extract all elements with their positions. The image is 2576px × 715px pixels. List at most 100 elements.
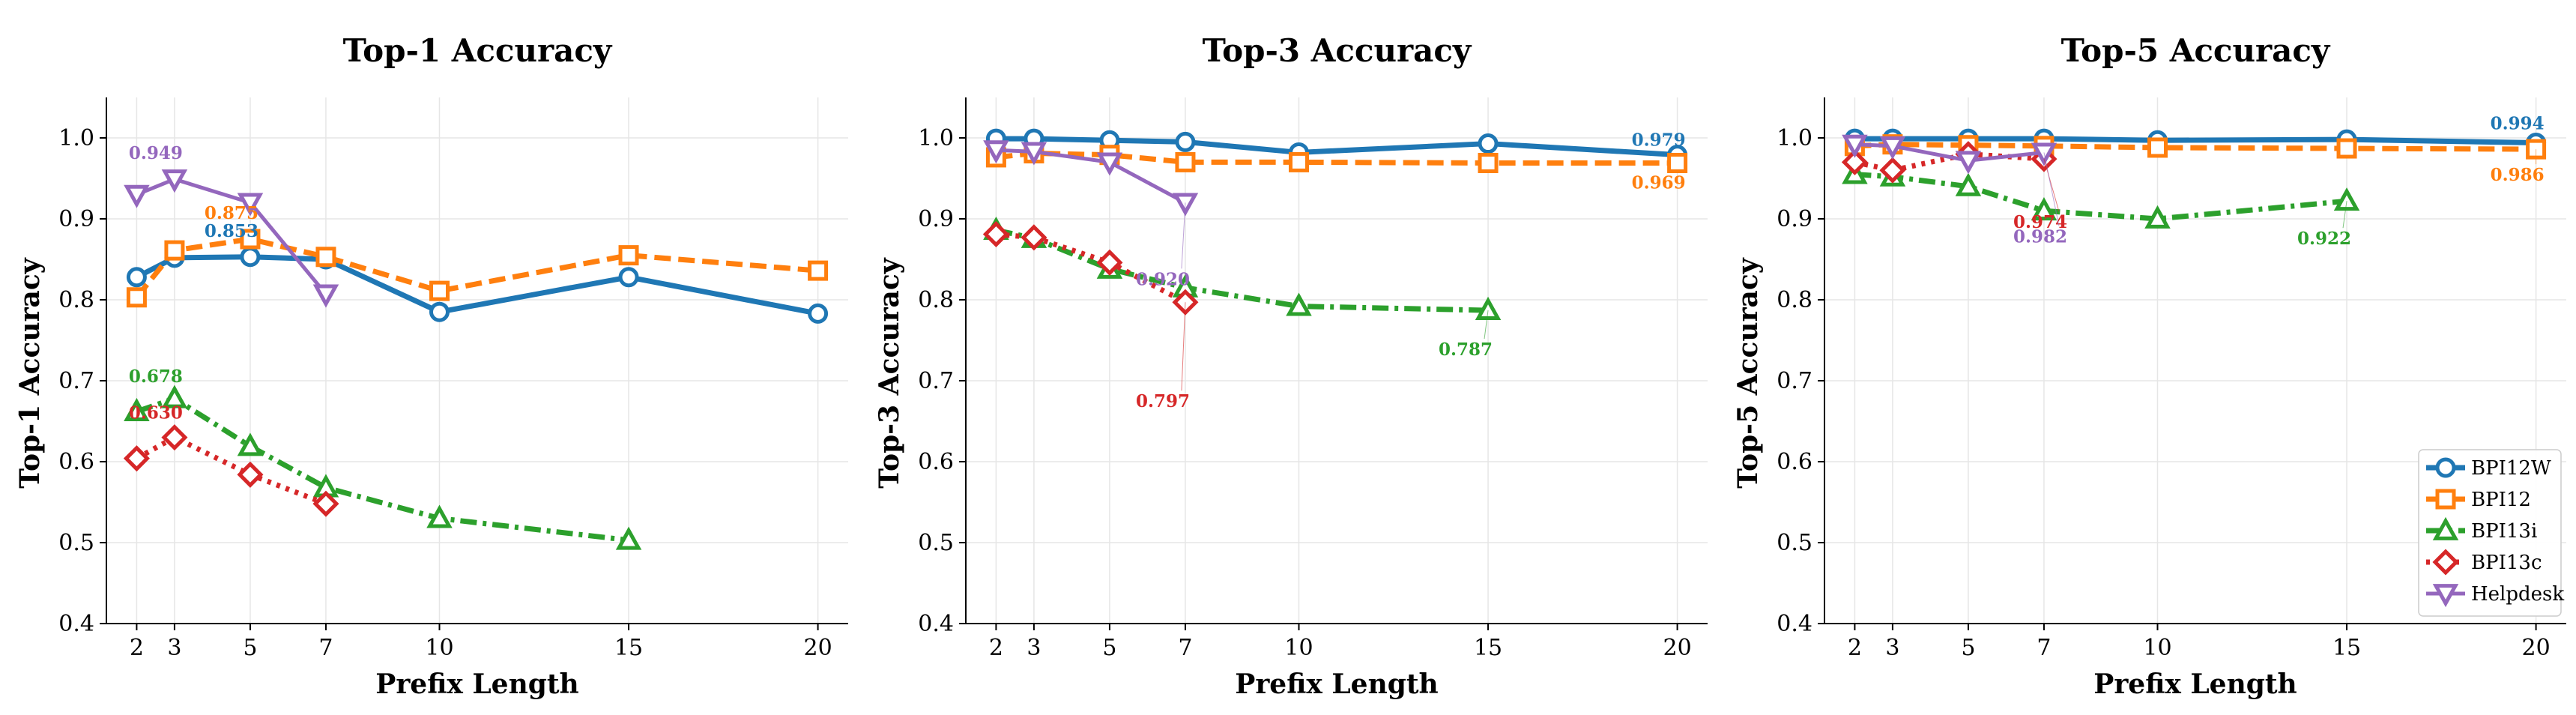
chart-title: Top-3 Accuracy bbox=[1203, 32, 1472, 69]
data-point bbox=[126, 267, 147, 288]
chart-top5: Top-5 Accuracy Prefix Length Top-5 Accur… bbox=[1732, 32, 2566, 700]
series-bpi13i bbox=[983, 216, 1502, 320]
data-point bbox=[123, 445, 150, 472]
data-point bbox=[161, 384, 188, 408]
x-axis-label: Prefix Length bbox=[375, 669, 578, 700]
x-tick-label: 15 bbox=[2332, 635, 2361, 661]
data-label: 0.920 bbox=[1136, 269, 1190, 289]
legend-label: BPI12 bbox=[2471, 489, 2531, 511]
data-point bbox=[429, 301, 450, 322]
data-point bbox=[237, 461, 264, 488]
data-label: 0.678 bbox=[129, 366, 183, 387]
series-helpdesk bbox=[983, 140, 1199, 217]
y-tick-label: 0.6 bbox=[918, 449, 954, 475]
data-point bbox=[237, 432, 264, 456]
data-point bbox=[124, 184, 150, 208]
series-line bbox=[136, 396, 629, 543]
series-line bbox=[1854, 142, 2045, 163]
series-bpi13i bbox=[1842, 160, 2360, 229]
data-point bbox=[312, 284, 339, 308]
annotation-leader bbox=[1484, 310, 1489, 340]
data-point bbox=[1955, 172, 1982, 196]
data-point bbox=[161, 169, 188, 193]
data-point bbox=[1096, 152, 1123, 176]
data-point bbox=[312, 490, 339, 517]
data-point bbox=[982, 220, 1009, 248]
y-tick-label: 0.7 bbox=[58, 368, 94, 394]
series-bpi13c bbox=[123, 424, 339, 517]
data-point bbox=[240, 229, 261, 250]
y-tick-label: 0.4 bbox=[918, 611, 954, 637]
data-point bbox=[1175, 151, 1196, 172]
series-line bbox=[1854, 136, 2536, 145]
series-line bbox=[1854, 142, 2536, 152]
data-label: 0.922 bbox=[2297, 229, 2351, 249]
series-bpi12 bbox=[126, 229, 829, 308]
y-tick-label: 0.7 bbox=[918, 368, 954, 394]
y-tick-label: 0.7 bbox=[1777, 368, 1812, 394]
chart-top1: Top-1 Accuracy Prefix Length Top-1 Accur… bbox=[14, 32, 848, 700]
y-tick-label: 0.4 bbox=[1777, 611, 1812, 637]
x-tick-label: 2 bbox=[130, 635, 144, 661]
data-label: 0.875 bbox=[205, 203, 258, 223]
data-point bbox=[983, 140, 1009, 164]
series-helpdesk bbox=[124, 169, 339, 308]
series-bpi13i bbox=[124, 384, 642, 550]
data-point bbox=[2147, 137, 2168, 158]
y-axis-label: Top-3 Accuracy bbox=[874, 257, 905, 489]
x-tick-label: 3 bbox=[1885, 635, 1899, 661]
data-point bbox=[161, 424, 188, 451]
data-point bbox=[618, 245, 639, 266]
data-point bbox=[2144, 205, 2171, 229]
x-axis-label: Prefix Length bbox=[1235, 669, 1438, 700]
chart-title: Top-5 Accuracy bbox=[2061, 32, 2331, 69]
x-tick-label: 7 bbox=[2037, 635, 2051, 661]
data-point bbox=[1021, 142, 1047, 166]
y-tick-label: 0.5 bbox=[58, 530, 94, 556]
data-point bbox=[124, 397, 150, 421]
y-tick-label: 0.8 bbox=[58, 287, 94, 313]
legend-label: BPI13c bbox=[2471, 552, 2542, 574]
annotation-leader bbox=[2043, 158, 2060, 212]
series-line bbox=[995, 227, 1489, 313]
data-label: 0.982 bbox=[2013, 226, 2067, 247]
data-label: 0.994 bbox=[2491, 113, 2545, 133]
data-point bbox=[315, 247, 336, 268]
annotation-leader bbox=[1181, 302, 1186, 391]
x-tick-label: 10 bbox=[425, 635, 453, 661]
data-label: 0.630 bbox=[129, 403, 183, 423]
series-line bbox=[134, 236, 818, 299]
data-label: 0.986 bbox=[2491, 165, 2545, 185]
y-tick-label: 0.6 bbox=[1777, 449, 1812, 475]
data-point bbox=[237, 193, 264, 217]
x-tick-label: 10 bbox=[1284, 635, 1313, 661]
data-point bbox=[164, 240, 185, 261]
grid bbox=[106, 97, 848, 624]
y-axis-label: Top-1 Accuracy bbox=[14, 257, 46, 489]
x-tick-label: 5 bbox=[1102, 635, 1116, 661]
data-point bbox=[126, 287, 147, 308]
y-tick-label: 1.0 bbox=[58, 125, 94, 151]
x-tick-label: 7 bbox=[318, 635, 333, 661]
data-point bbox=[1842, 134, 1868, 158]
x-tick-label: 15 bbox=[614, 635, 643, 661]
data-label: 0.797 bbox=[1136, 391, 1190, 411]
data-point bbox=[1021, 224, 1047, 251]
y-tick-label: 0.8 bbox=[1777, 287, 1812, 313]
legend-marker bbox=[2432, 549, 2459, 576]
legend-label: BPI12W bbox=[2471, 457, 2551, 480]
annotations: 0.979 0.969 0.920 0.797 0.787 bbox=[1136, 130, 1686, 412]
annotation-leader bbox=[1181, 202, 1186, 269]
data-point bbox=[2333, 187, 2360, 211]
data-point bbox=[240, 247, 261, 268]
chart-title: Top-1 Accuracy bbox=[343, 32, 613, 69]
data-point bbox=[1286, 292, 1312, 316]
legend-marker bbox=[2432, 516, 2459, 540]
grid bbox=[966, 97, 1708, 624]
legend-label: BPI13i bbox=[2471, 520, 2537, 543]
x-tick-label: 2 bbox=[1848, 635, 1862, 661]
y-tick-label: 0.8 bbox=[918, 287, 954, 313]
